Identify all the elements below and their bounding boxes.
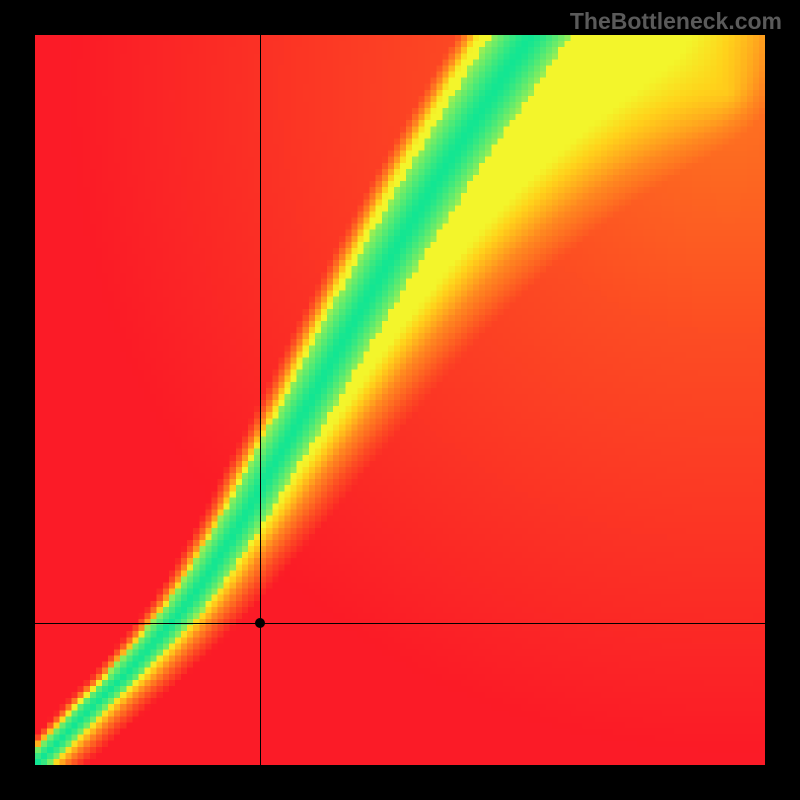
plot-area — [35, 35, 765, 765]
crosshair-marker-dot — [255, 618, 265, 628]
crosshair-horizontal — [35, 623, 765, 624]
watermark-text: TheBottleneck.com — [570, 8, 782, 35]
crosshair-vertical — [260, 35, 261, 765]
heatmap-canvas — [35, 35, 765, 765]
